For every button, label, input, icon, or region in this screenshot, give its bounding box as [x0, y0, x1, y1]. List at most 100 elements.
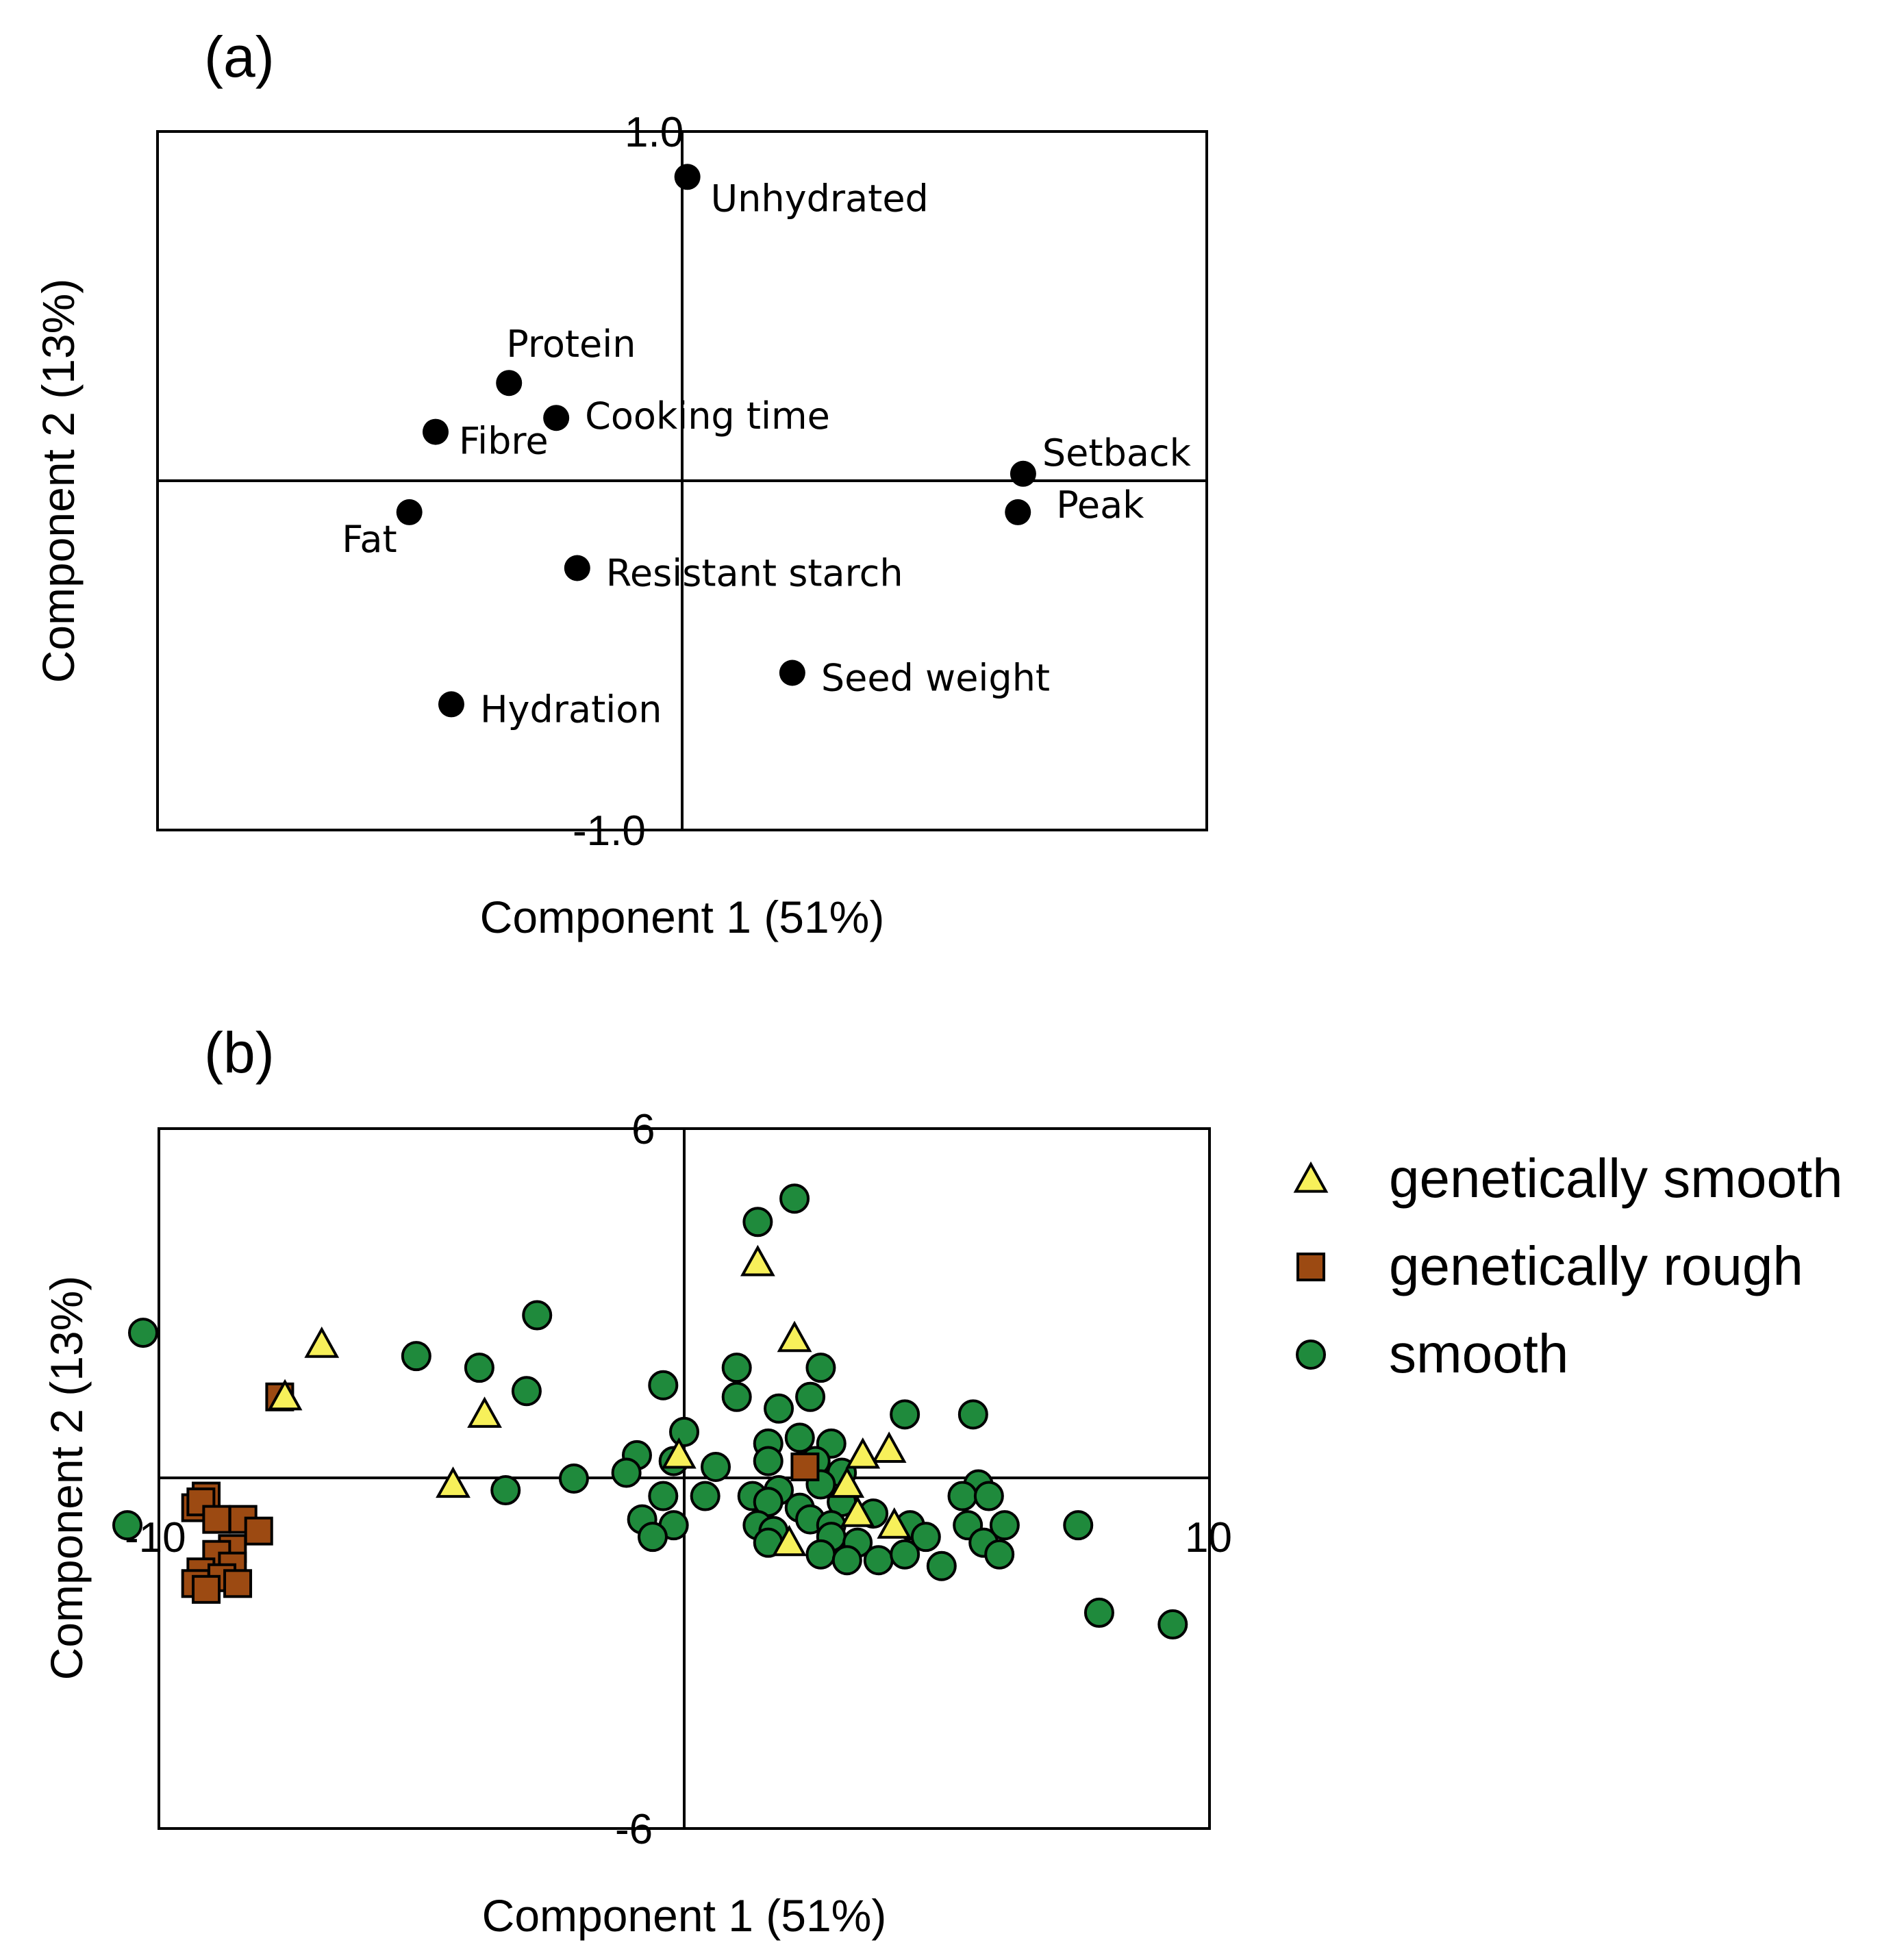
point-unhydrated — [674, 164, 701, 190]
panel-b-legend: genetically smooth genetically rough smo… — [1293, 1148, 1843, 1384]
smooth-point-62 — [984, 1539, 1015, 1570]
smooth-point-49 — [989, 1510, 1020, 1541]
label-setback: Setback — [1042, 431, 1192, 475]
smooth-point-6 — [721, 1353, 752, 1383]
genetically-smooth-point-5 — [871, 1431, 907, 1463]
genetically-rough-point-1 — [790, 1452, 820, 1481]
point-cooking-time — [543, 405, 570, 431]
smooth-point-39 — [112, 1510, 142, 1541]
panel-a-y-tick-top: 1.0 — [625, 109, 684, 156]
smooth-point-3 — [127, 1318, 158, 1348]
label-hydration: Hydration — [480, 688, 662, 731]
genetically-smooth-point-8 — [829, 1466, 865, 1498]
smooth-point-38 — [973, 1481, 1004, 1511]
panel-b-points — [112, 1183, 1188, 1639]
panel-b-scores-plot: (b) 6 -6 -10 10 Component 1 (51%) Compon… — [41, 1020, 1843, 1941]
smooth-point-50 — [1063, 1510, 1094, 1541]
label-fat: Fat — [342, 518, 397, 561]
smooth-point-51 — [637, 1522, 668, 1553]
panel-a-y-axis-title: Component 2 (13%) — [33, 279, 84, 683]
smooth-point-64 — [1157, 1609, 1188, 1639]
genetically-smooth-point-1 — [777, 1320, 812, 1353]
smooth-point-5 — [464, 1353, 494, 1383]
smooth-point-33 — [690, 1481, 720, 1511]
point-peak — [1005, 499, 1031, 525]
genetically-rough-point-7 — [244, 1516, 273, 1546]
genetically-smooth-point-2 — [304, 1326, 340, 1358]
legend-label-smooth: smooth — [1389, 1323, 1568, 1384]
smooth-point-55 — [910, 1522, 941, 1553]
label-resistant-starch: Resistant starch — [606, 552, 903, 595]
smooth-point-9 — [511, 1376, 542, 1407]
smooth-point-60 — [890, 1539, 920, 1570]
panel-a-loadings-plot: (a) 1.0 -1.0 Unhydrated Protein Cooking ti… — [33, 25, 1208, 942]
point-resistant-starch — [564, 555, 590, 581]
legend-marker-genetically-smooth — [1293, 1161, 1329, 1193]
smooth-point-0 — [779, 1183, 810, 1214]
point-fibre — [422, 418, 449, 445]
smooth-point-13 — [890, 1399, 920, 1430]
genetically-smooth-point-4 — [467, 1396, 502, 1428]
label-unhydrated: Unhydrated — [711, 177, 929, 220]
smooth-point-57 — [805, 1539, 836, 1570]
smooth-point-26 — [558, 1463, 589, 1494]
point-setback — [1010, 460, 1036, 487]
label-seed-weight: Seed weight — [821, 657, 1050, 700]
smooth-point-63 — [1083, 1597, 1114, 1628]
label-protein: Protein — [506, 323, 636, 366]
point-protein — [496, 370, 523, 397]
genetically-rough-point-14 — [223, 1569, 253, 1598]
smooth-point-12 — [764, 1393, 794, 1424]
smooth-point-61 — [926, 1550, 957, 1581]
smooth-point-2 — [522, 1300, 553, 1331]
smooth-point-10 — [721, 1381, 752, 1412]
panel-b-label: (b) — [204, 1020, 275, 1085]
genetically-smooth-point-12 — [772, 1524, 807, 1557]
legend-label-genetically-rough: genetically rough — [1389, 1235, 1803, 1296]
smooth-point-24 — [611, 1457, 642, 1488]
point-seed-weight — [779, 659, 805, 686]
panel-b-x-axis-title: Component 1 (51%) — [482, 1890, 887, 1941]
genetically-smooth-point-7 — [661, 1437, 697, 1469]
label-fibre: Fibre — [459, 420, 549, 463]
panel-a-y-tick-bottom: -1.0 — [573, 807, 646, 855]
genetically-smooth-point-3 — [267, 1379, 303, 1411]
legend-marker-genetically-rough — [1296, 1253, 1325, 1281]
smooth-point-16 — [784, 1422, 815, 1453]
smooth-point-14 — [957, 1399, 988, 1430]
series-genetically-rough — [181, 1382, 820, 1604]
series-smooth — [112, 1183, 1188, 1639]
smooth-point-15 — [669, 1416, 699, 1447]
smooth-point-8 — [648, 1370, 679, 1400]
panel-a-points: Unhydrated Protein Cooking time Fibre Setbac… — [342, 164, 1192, 731]
smooth-point-21 — [753, 1446, 784, 1477]
smooth-point-58 — [831, 1545, 862, 1576]
label-peak: Peak — [1056, 483, 1144, 527]
panel-b-x-tick-right: 10 — [1185, 1514, 1232, 1561]
smooth-point-4 — [401, 1341, 431, 1372]
series-genetically-smooth — [267, 1244, 912, 1557]
smooth-point-59 — [863, 1545, 894, 1576]
point-hydration — [438, 691, 464, 718]
panel-b-y-tick-bottom: -6 — [615, 1806, 653, 1853]
genetically-rough-point-5 — [202, 1505, 231, 1534]
legend-label-genetically-smooth: genetically smooth — [1389, 1148, 1843, 1209]
genetically-smooth-point-0 — [740, 1244, 775, 1277]
point-fat — [396, 499, 423, 525]
legend-markers — [1293, 1161, 1329, 1370]
smooth-point-7 — [805, 1353, 836, 1383]
smooth-point-23 — [701, 1451, 731, 1482]
smooth-point-11 — [795, 1381, 826, 1412]
genetically-smooth-point-9 — [436, 1466, 471, 1498]
genetically-rough-point-15 — [192, 1574, 221, 1604]
genetically-smooth-point-10 — [840, 1495, 875, 1527]
smooth-point-32 — [648, 1481, 679, 1511]
panel-a-x-axis-title: Component 1 (51%) — [480, 892, 885, 942]
smooth-point-1 — [742, 1207, 773, 1237]
panel-a-label: (a) — [204, 25, 275, 89]
smooth-point-37 — [947, 1481, 978, 1511]
label-cooking-time: Cooking time — [585, 394, 830, 438]
genetically-smooth-point-11 — [877, 1507, 912, 1539]
smooth-point-27 — [490, 1475, 521, 1506]
